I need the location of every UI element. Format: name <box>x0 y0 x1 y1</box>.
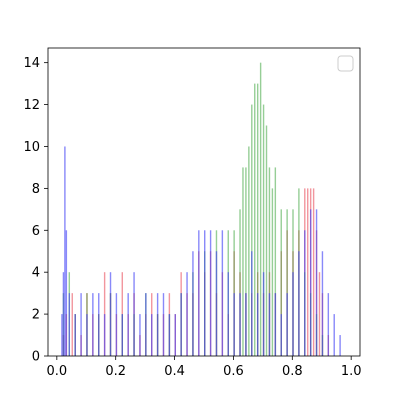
histogram-bar <box>339 335 341 356</box>
histogram-bar <box>262 104 265 356</box>
legend-box <box>337 55 354 72</box>
histogram-bar <box>186 272 188 356</box>
histogram-bar <box>98 293 100 356</box>
x-tick-label: 0.2 <box>105 364 126 379</box>
histogram-bar <box>298 251 300 356</box>
histogram-bar <box>127 293 129 356</box>
x-tick-label: 1.0 <box>341 364 362 379</box>
histogram-bar <box>280 209 282 356</box>
histogram-series-3 <box>61 146 341 356</box>
histogram-bar <box>304 230 306 356</box>
histogram-bar <box>239 293 241 356</box>
histogram-bar <box>65 230 68 356</box>
histogram-bar <box>248 146 250 356</box>
histogram-bar <box>242 167 244 356</box>
histogram-bar <box>271 188 274 356</box>
histogram-bar <box>259 62 262 357</box>
ticks-layer: 0.0 0.2 0.4 0.6 0.8 1.0 0 2 4 6 8 10 12 14 <box>23 56 361 379</box>
histogram-bar <box>286 209 288 356</box>
histogram-bar <box>309 209 312 356</box>
histogram-bar <box>133 272 135 356</box>
histogram-bar <box>333 314 335 356</box>
histogram-bar <box>162 293 165 356</box>
histogram-bar <box>307 188 309 356</box>
histogram-bar <box>74 314 76 356</box>
histogram-bar <box>245 293 247 356</box>
histogram-bar <box>80 293 82 356</box>
x-tick-label: 0.4 <box>164 364 185 379</box>
histogram-bar <box>239 209 241 356</box>
histogram-bar <box>318 272 321 356</box>
histogram-bar <box>256 293 259 356</box>
histogram-bar <box>265 125 268 357</box>
histogram-bar <box>145 293 147 356</box>
histogram-bar <box>180 293 182 356</box>
y-tick-label: 2 <box>32 308 40 323</box>
axes-layer <box>47 47 361 357</box>
histogram-bar <box>292 272 294 356</box>
y-tick-label: 12 <box>23 98 40 113</box>
y-tick-label: 4 <box>32 266 40 281</box>
histogram-bar <box>86 314 88 356</box>
histogram-bar <box>209 230 212 356</box>
y-tick-label: 6 <box>32 224 40 239</box>
histogram-bar <box>64 146 66 356</box>
histogram-bar <box>68 293 71 356</box>
y-tick-label: 10 <box>23 140 40 155</box>
histogram-bar <box>192 251 194 356</box>
bars-layer <box>61 62 341 357</box>
y-tick-label: 8 <box>32 182 40 197</box>
histogram-bar <box>254 83 256 357</box>
histogram-bar <box>121 272 123 356</box>
histogram-bar <box>268 293 271 356</box>
histogram-bar <box>61 314 63 356</box>
histogram-bar <box>280 314 282 356</box>
histogram-bar <box>286 293 288 356</box>
histogram-bar <box>92 293 94 356</box>
histogram-bar <box>227 272 229 356</box>
y-tick-label: 14 <box>23 56 40 71</box>
histogram-bar <box>198 230 200 356</box>
histogram-bar <box>204 230 206 356</box>
histogram-bar <box>315 209 318 356</box>
plot-frame <box>47 47 361 357</box>
histogram-bar <box>274 167 277 356</box>
histogram-bar <box>103 314 106 356</box>
histogram-bar <box>174 314 176 356</box>
histogram-bar <box>168 314 171 356</box>
histogram-bar <box>245 167 247 356</box>
histogram-bar <box>62 272 65 356</box>
histogram-bar <box>256 83 259 357</box>
x-tick-label: 0.0 <box>46 364 67 379</box>
histogram-bar <box>327 293 330 356</box>
histogram-bar <box>251 104 253 356</box>
y-tick-label: 0 <box>32 350 40 365</box>
histogram-bar <box>251 251 253 356</box>
histogram-bar <box>115 293 118 356</box>
histogram-bar <box>262 272 265 356</box>
histogram-bar <box>156 293 159 356</box>
histogram-bar <box>274 293 277 356</box>
histogram-bar <box>221 230 224 356</box>
histogram-bar <box>215 251 218 356</box>
histogram-bar <box>233 293 235 356</box>
histogram-bar <box>71 293 73 356</box>
x-tick-label: 0.6 <box>223 364 244 379</box>
histogram-bar <box>312 188 315 356</box>
histogram-bar <box>268 167 271 356</box>
x-tick-label: 0.8 <box>282 364 303 379</box>
histogram-bar <box>121 314 123 356</box>
histogram-bar <box>151 314 153 356</box>
histogram-bar <box>321 251 324 356</box>
histogram-bar <box>109 272 112 356</box>
histogram-bar <box>103 272 106 356</box>
histogram-bar <box>139 314 141 356</box>
